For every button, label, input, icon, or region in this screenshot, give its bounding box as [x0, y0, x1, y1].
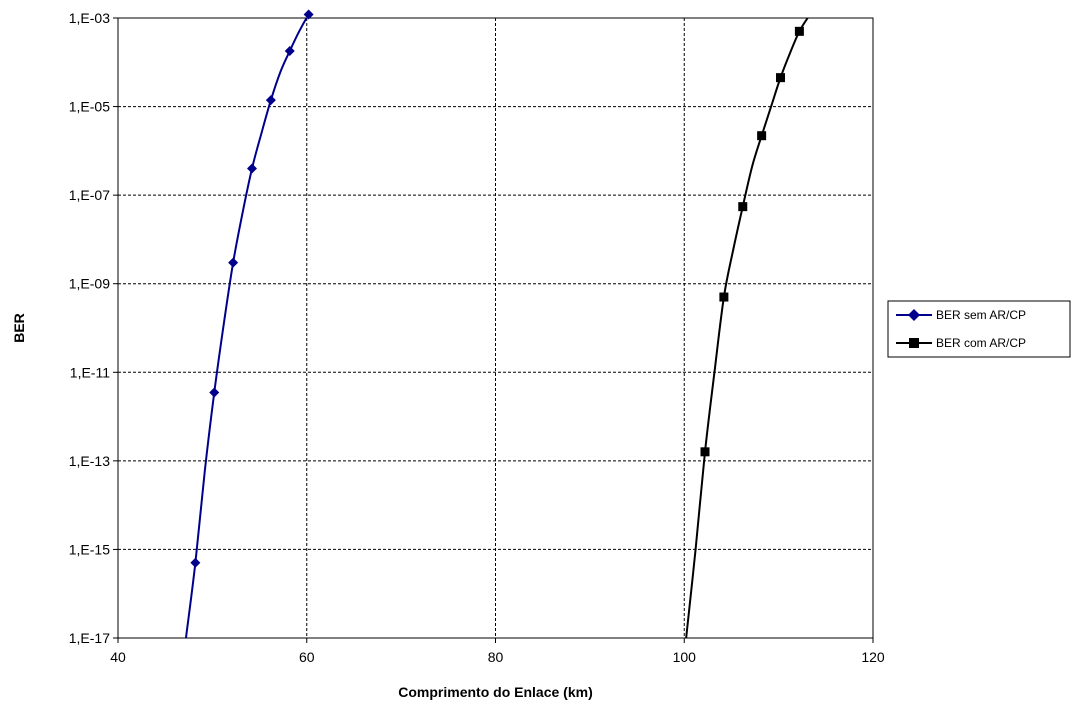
data-point-com	[719, 292, 729, 302]
x-tick-label: 40	[110, 649, 126, 665]
y-tick-label: 1,E-05	[69, 99, 110, 115]
legend-label-sem: BER sem AR/CP	[936, 308, 1026, 322]
x-tick-label: 80	[488, 649, 504, 665]
data-point-sem	[247, 163, 258, 174]
data-point-com	[776, 73, 786, 83]
y-tick-label: 1,E-15	[69, 541, 110, 557]
x-tick-label: 60	[299, 649, 315, 665]
data-point-sem	[284, 45, 295, 56]
grid-lines	[118, 18, 873, 638]
data-point-com	[738, 202, 748, 212]
x-axis-ticks: 40 60 80 100 120	[110, 638, 885, 665]
legend-marker-square	[909, 338, 919, 348]
data-point-com	[700, 447, 710, 457]
y-tick-label: 1,E-09	[69, 276, 110, 292]
legend-label-com: BER com AR/CP	[936, 336, 1026, 350]
y-axis-title: BER	[11, 313, 27, 343]
y-axis-ticks: 1,E-03 1,E-05 1,E-07 1,E-09 1,E-11 1,E-13 1,E-…	[69, 10, 118, 646]
series-line-sem	[184, 18, 308, 638]
y-tick-label: 1,E-17	[69, 630, 110, 646]
series-group	[184, 9, 809, 638]
y-tick-label: 1,E-03	[69, 10, 110, 26]
y-tick-label: 1,E-11	[70, 364, 110, 380]
data-point-sem	[209, 387, 220, 398]
x-axis-title: Comprimento do Enlace (km)	[398, 684, 592, 700]
data-point-com	[757, 131, 767, 141]
legend: BER sem AR/CP BER com AR/CP	[887, 300, 1071, 358]
legend-marker-diamond	[908, 309, 920, 321]
data-point-com	[794, 26, 804, 36]
data-point-sem	[228, 257, 239, 268]
x-tick-label: 120	[861, 649, 885, 665]
y-tick-label: 1,E-13	[69, 453, 110, 469]
data-point-sem	[265, 95, 276, 106]
x-tick-label: 100	[673, 649, 697, 665]
data-point-sem	[190, 557, 201, 568]
data-point-sem	[303, 9, 314, 20]
y-tick-label: 1,E-07	[69, 187, 110, 203]
